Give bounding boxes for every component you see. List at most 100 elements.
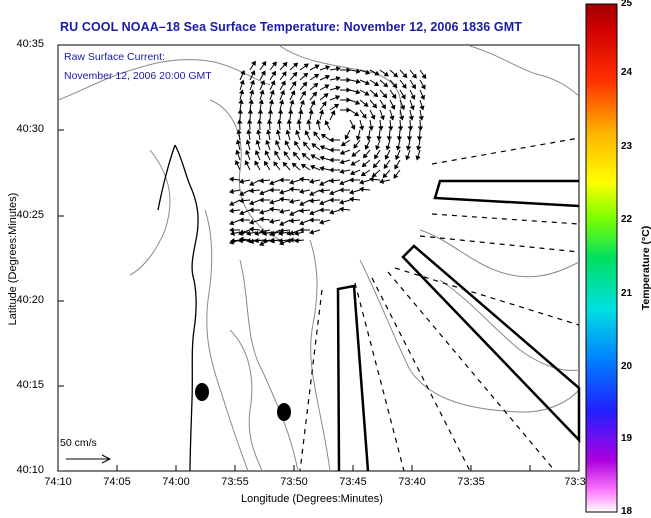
current-vector-head (396, 136, 403, 141)
plot-frame (57, 44, 580, 472)
current-vector-head (286, 237, 291, 244)
current-vector-head (417, 126, 424, 131)
y-axis-title: Latitude (Degrees:Minutes) (7, 192, 19, 326)
current-vector-head (303, 63, 309, 69)
x-axis-title: Longitude (Degrees:Minutes) (241, 493, 383, 505)
current-vector-head (349, 189, 355, 195)
current-vector-head (269, 180, 275, 186)
current-vector-head (278, 237, 283, 244)
current-vector-head (239, 178, 244, 184)
current-vector-head (271, 61, 277, 67)
current-vector-head (329, 167, 334, 173)
current-vector-head (239, 217, 244, 223)
survey-boxes (336, 179, 581, 472)
current-vector-head (302, 141, 308, 147)
current-vector-head (290, 90, 296, 96)
current-vector-head (320, 133, 327, 139)
current-vector-head (278, 99, 285, 105)
current-vector-head (359, 179, 365, 185)
current-vector-head (400, 94, 406, 100)
current-vector-head (400, 104, 405, 111)
current-vector-head (287, 109, 294, 114)
current-vector-head (358, 125, 365, 131)
current-vector-head (319, 187, 324, 194)
current-vector-head (329, 197, 334, 203)
current-vector-head (379, 115, 385, 121)
current-vector-head (372, 163, 378, 169)
current-vector-head (421, 73, 427, 80)
current-vector-head (238, 99, 244, 104)
scale-arrow (66, 454, 112, 464)
current-vector-head (292, 71, 298, 77)
colorbar-title: Temperature (°C) (640, 225, 651, 311)
y-tick-label: 40:30 (16, 123, 44, 135)
current-vector-head (293, 62, 299, 68)
current-vector-head (249, 219, 255, 225)
current-vector-head (269, 187, 274, 193)
current-vector-head (229, 207, 234, 214)
current-vector-head (313, 131, 319, 137)
current-vector-head (318, 109, 325, 115)
current-vector-head (339, 206, 344, 213)
current-vector-head (329, 190, 335, 196)
current-vector-head (346, 87, 351, 93)
current-vector-head (237, 109, 244, 114)
marker-dot (195, 383, 209, 401)
current-vector-head (281, 71, 287, 77)
colorbar-label: 18 (621, 506, 633, 517)
current-vector-head (365, 69, 371, 75)
current-vector-head (346, 97, 351, 103)
y-tick-label: 40:10 (16, 464, 44, 476)
current-vector-head (266, 119, 273, 124)
current-vector-head (339, 159, 345, 165)
current-vector-head (311, 143, 317, 149)
x-tick-label: 73:35 (457, 476, 485, 488)
current-vector-head (310, 100, 316, 106)
current-vector-head (245, 139, 251, 145)
current-vector-head (402, 72, 408, 79)
current-vector-head (292, 151, 298, 157)
current-vector-head (384, 154, 390, 160)
current-vector-head (393, 173, 399, 179)
current-vector-head (379, 178, 384, 184)
current-vector-head (406, 145, 412, 151)
current-vector-head (239, 197, 244, 204)
current-vector-head (364, 80, 371, 86)
current-vector-head (279, 240, 285, 246)
current-vector-head (256, 129, 262, 135)
current-vector-head (339, 187, 344, 193)
current-vector-head (385, 145, 391, 151)
current-vector-head (260, 79, 266, 86)
dashed-lines (299, 137, 580, 472)
current-vector-head (319, 207, 324, 213)
current-vector-head (299, 207, 304, 214)
current-vector-head (248, 99, 254, 105)
current-vector-head (265, 139, 271, 145)
current-vector-head (291, 162, 297, 168)
current-vector-head (335, 85, 341, 91)
colorbar-label: 19 (621, 433, 633, 444)
current-vector-head (267, 109, 274, 114)
current-vector-head (339, 149, 345, 155)
current-vector-head (310, 154, 316, 160)
current-vector-head (249, 181, 255, 186)
current-vector-head (324, 84, 330, 90)
current-vector-head (259, 241, 265, 246)
current-vector-head (299, 176, 304, 183)
current-vector-head (376, 136, 382, 141)
current-vector-head (286, 230, 291, 236)
current-vector-head (259, 216, 264, 223)
current-vector-head (266, 129, 272, 135)
current-vector-head (230, 237, 235, 244)
current-vector-head (258, 99, 264, 105)
current-vector-head (309, 191, 315, 196)
x-tick-label: 74:00 (162, 476, 190, 488)
current-vector-head (299, 188, 304, 194)
current-vector-head (269, 206, 274, 213)
y-tick-label: 40:25 (16, 209, 44, 221)
current-vector-head (286, 119, 293, 124)
current-vector-head (409, 105, 415, 111)
current-vector-head (394, 164, 400, 170)
current-vector-head (329, 137, 334, 143)
